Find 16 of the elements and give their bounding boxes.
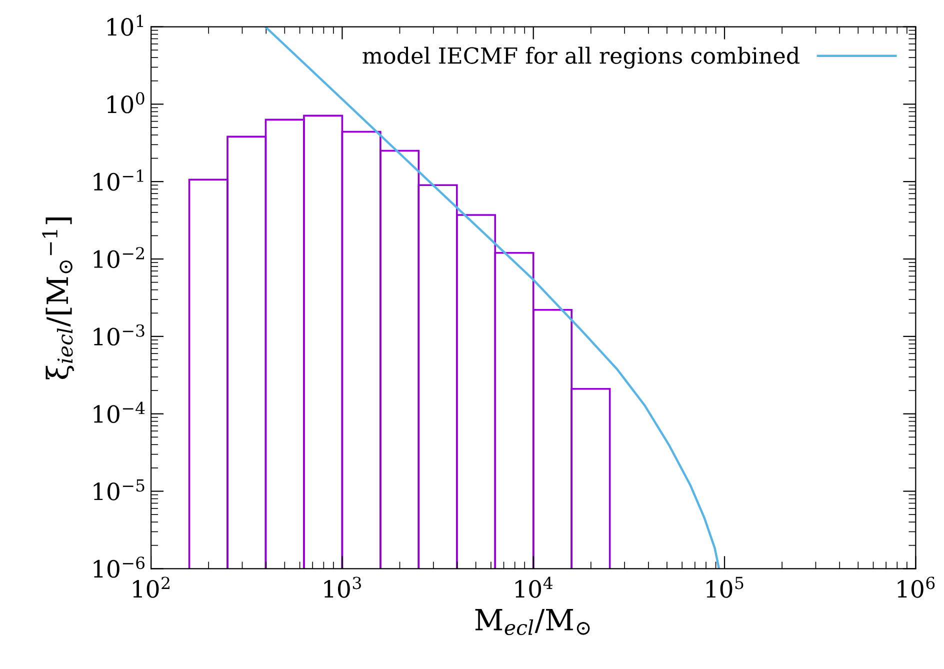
y-axis-title: ξ$_{iecl}$/[M$_{⊙}$$^{−1}$] (42, 218, 74, 380)
x-axis-title: M$_{ecl}$/M$_{⊙}$ (475, 609, 590, 636)
y-tick-label: 10$^{−1}$ (94, 170, 144, 191)
x-tick-label: 10$^{3}$ (324, 576, 361, 598)
y-tick-label: 10$^{1}$ (108, 14, 144, 36)
x-tick-label: 10$^{2}$ (133, 576, 170, 598)
y-tick-label: 10$^{0}$ (108, 92, 144, 114)
x-tick-label: 10$^{6}$ (898, 576, 935, 598)
x-tick-label: 10$^{4}$ (515, 576, 553, 598)
y-tick-label: 10$^{−4}$ (94, 402, 145, 423)
legend-label: model IECMF for all regions combined (362, 46, 800, 69)
y-tick-label: 10$^{−5}$ (94, 479, 144, 500)
y-tick-label: 10$^{−2}$ (94, 246, 144, 268)
x-tick-label: 10$^{5}$ (706, 576, 744, 598)
y-tick-label: 10$^{−6}$ (94, 556, 145, 578)
y-tick-label: 10$^{−3}$ (94, 324, 144, 346)
